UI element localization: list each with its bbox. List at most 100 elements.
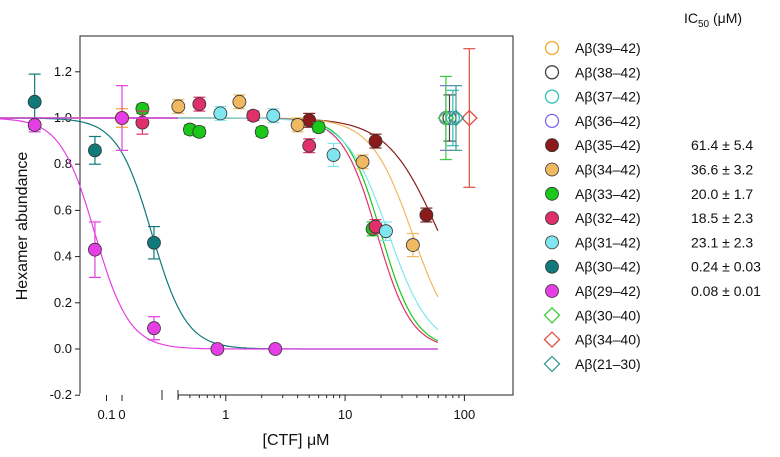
ic50-value: 61.4 ± 5.4 — [691, 137, 753, 153]
legend-entry: Aβ(34–42) 36.6 ± 3.2 — [545, 162, 753, 178]
legend-entry: Aβ(30–42) 0.24 ± 0.03 — [545, 259, 761, 275]
legend-entry: Aβ(35–42) 61.4 ± 5.4 — [545, 137, 753, 153]
data-point — [135, 115, 150, 130]
x-tick-label: 1 — [222, 407, 229, 422]
ic50-value: 18.5 ± 2.3 — [691, 210, 753, 226]
ic50-value: 0.24 ± 0.03 — [691, 259, 761, 275]
x-tick-label: 100 — [454, 407, 476, 422]
ic50-column-header: IC50 (μM) — [684, 10, 742, 30]
legend-entry: Aβ(31–42) 23.1 ± 2.3 — [545, 234, 753, 250]
data-point — [545, 259, 559, 274]
data-point — [405, 238, 420, 252]
legend-label: Aβ(29–42) — [575, 283, 641, 299]
data-point — [88, 143, 102, 158]
legend-label: Aβ(21–30) — [575, 356, 641, 372]
plot-frame — [79, 35, 514, 396]
legend-label: Aβ(34–42) — [575, 162, 641, 178]
data-point — [545, 138, 559, 153]
data-point — [543, 355, 561, 373]
data-point — [27, 118, 42, 132]
x-tick-label: 0 — [118, 407, 125, 422]
y-axis-title: Hexamer abundance — [14, 152, 31, 301]
data-point — [88, 242, 102, 257]
legend-entry: Aβ(30–40) — [543, 306, 641, 324]
y-tick-label: -0.2 — [50, 387, 72, 402]
data-point — [544, 89, 560, 104]
data-point — [543, 306, 561, 324]
data-point — [543, 331, 561, 349]
y-tick-label: 0.6 — [54, 202, 72, 217]
legend-entry: Aβ(39–42) — [544, 40, 641, 56]
legend-entry: Aβ(32–42) 18.5 ± 2.3 — [545, 210, 753, 226]
legend-label: Aβ(36–42) — [575, 113, 641, 129]
data-point — [147, 321, 161, 336]
legend-entry: Aβ(21–30) — [543, 355, 641, 373]
data-point — [210, 342, 225, 356]
data-point — [545, 284, 559, 298]
data-point — [147, 235, 161, 250]
data-point — [311, 120, 326, 135]
legend-entry: Aβ(36–42) — [544, 113, 641, 129]
y-tick-label: 1.2 — [54, 64, 72, 79]
ic50-header-label: IC — [684, 10, 698, 26]
data-point — [192, 97, 207, 112]
data-point — [27, 94, 42, 109]
legend-label: Aβ(32–42) — [575, 210, 641, 226]
ic50-value: 23.1 ± 2.3 — [691, 234, 753, 250]
legend-label: Aβ(35–42) — [575, 137, 641, 153]
ic50-value: 36.6 ± 3.2 — [691, 162, 753, 178]
data-point — [368, 134, 383, 149]
data-point — [379, 224, 393, 239]
data-point — [545, 186, 559, 201]
legend-label: Aβ(30–40) — [575, 307, 641, 323]
data-point — [232, 94, 247, 109]
x-tick-label: 0.1 — [97, 407, 115, 422]
data-point — [302, 138, 317, 153]
data-point — [419, 208, 434, 222]
legend-label: Aβ(33–42) — [575, 186, 641, 202]
data-point — [246, 108, 261, 123]
data-point — [355, 154, 370, 169]
x-tick-label: 10 — [338, 407, 352, 422]
data-point — [545, 211, 559, 226]
legend-label: Aβ(31–42) — [575, 234, 641, 250]
legend-label: Aβ(37–42) — [575, 89, 641, 105]
x-axis-title: [CTF] μM — [263, 432, 330, 449]
y-tick-label: 0.8 — [54, 156, 72, 171]
data-point — [115, 111, 129, 125]
data-point — [268, 342, 283, 356]
ic50-value: 20.0 ± 1.7 — [691, 186, 753, 202]
legend-label: Aβ(38–42) — [575, 64, 641, 80]
legend-label: Aβ(34–40) — [575, 332, 641, 348]
data-point — [213, 106, 228, 121]
data-point — [290, 118, 305, 132]
data-point — [460, 109, 478, 127]
ic50-header-unit: (μM) — [709, 10, 742, 26]
data-point — [545, 162, 559, 177]
y-tick-label: 0.0 — [54, 341, 72, 356]
legend-label: Aβ(30–42) — [575, 259, 641, 275]
data-point — [544, 40, 560, 56]
data-point — [266, 108, 281, 123]
ic50-header-subscript: 50 — [698, 19, 710, 30]
data-point — [544, 65, 560, 80]
legend-entry: Aβ(34–40) — [543, 331, 641, 349]
legend-label: Aβ(39–42) — [575, 40, 641, 56]
ic50-value: 0.08 ± 0.01 — [691, 283, 761, 299]
data-point — [326, 148, 341, 162]
legend-entry: Aβ(38–42) — [544, 64, 641, 80]
y-tick-label: 0.4 — [54, 249, 72, 264]
legend-entry: Aβ(29–42) 0.08 ± 0.01 — [545, 283, 761, 299]
data-point — [545, 235, 559, 250]
data-point — [254, 124, 269, 139]
legend: Aβ(39–42) Aβ(38–42) Aβ(37–42) Aβ(36–42) Aβ(3… — [543, 40, 761, 373]
data-points — [0, 48, 478, 356]
data-point — [192, 124, 207, 139]
legend-entry: Aβ(37–42) — [544, 89, 641, 105]
data-point — [544, 113, 560, 129]
data-point — [447, 109, 465, 127]
fit-curve — [0, 118, 438, 350]
data-point — [171, 99, 186, 114]
